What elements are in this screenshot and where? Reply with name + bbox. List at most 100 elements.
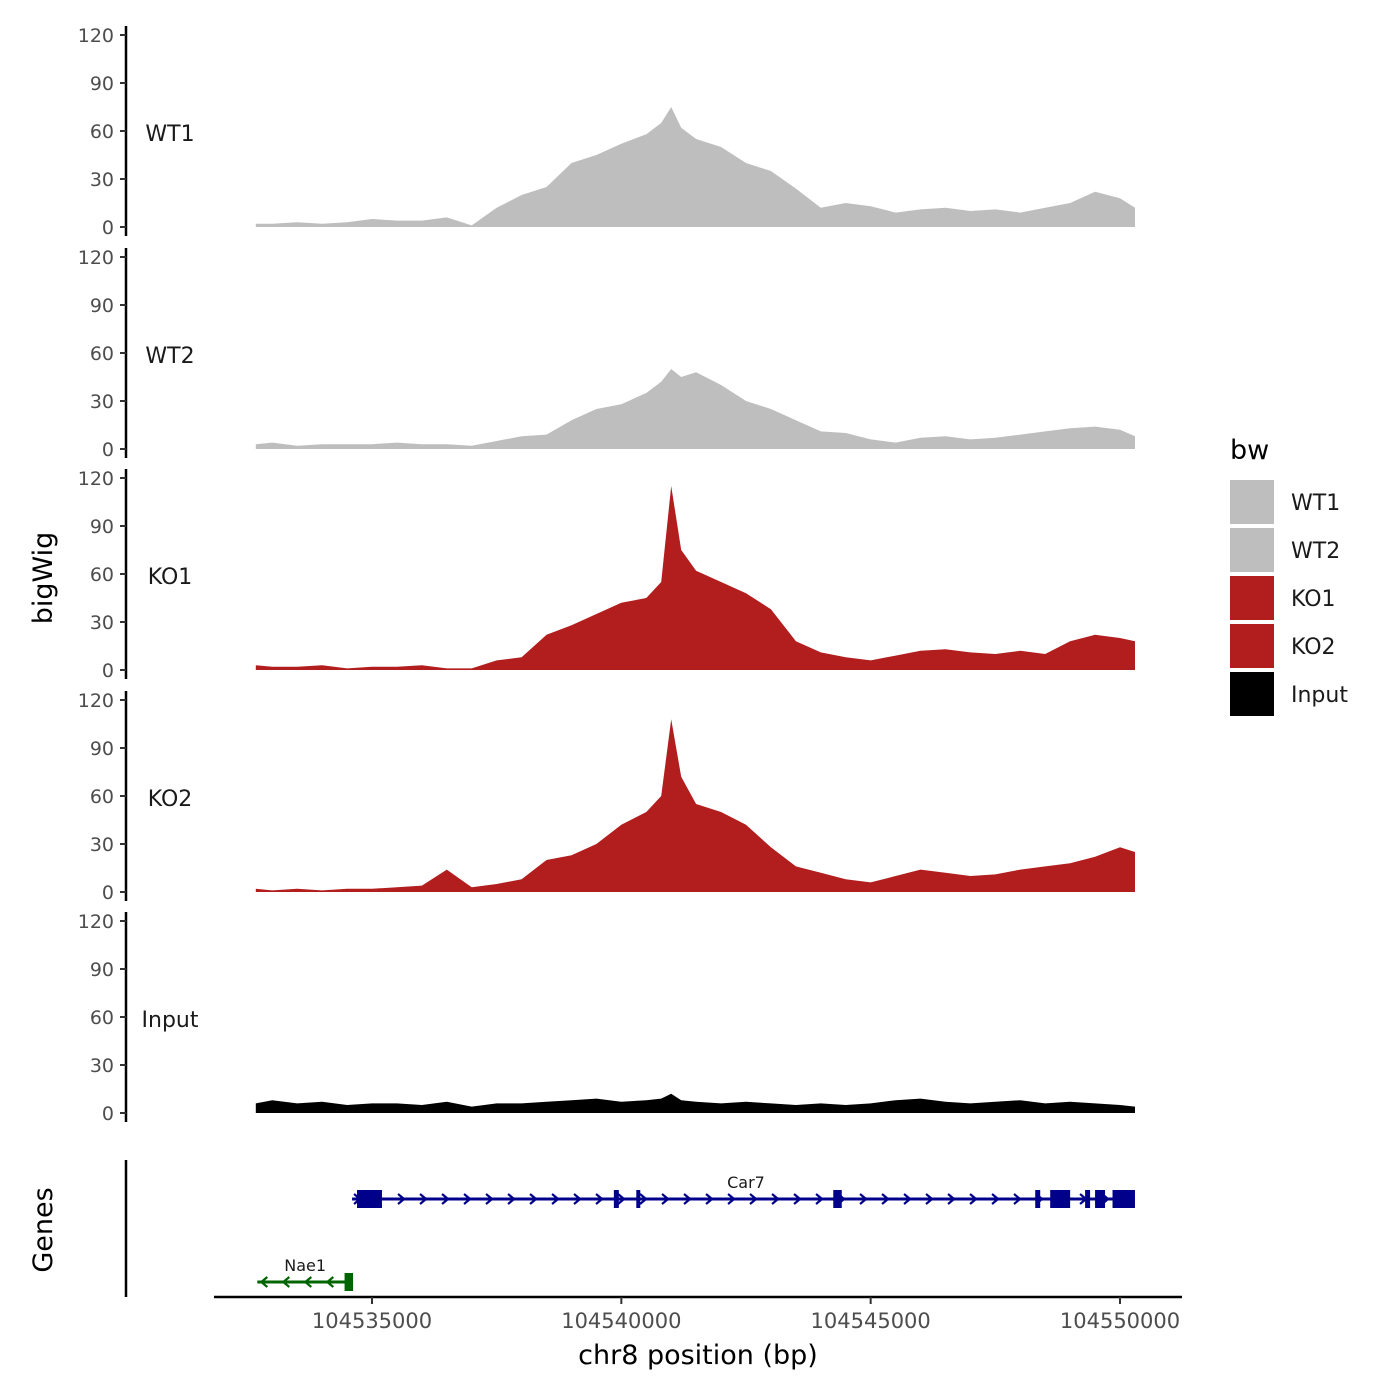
y-tick-label: 0 (102, 882, 114, 904)
track-label: WT1 (145, 122, 194, 147)
y-tick-label: 60 (90, 1007, 114, 1029)
y-tick-label: 30 (90, 612, 114, 634)
legend-label: WT1 (1291, 491, 1340, 516)
track-label: WT2 (145, 344, 194, 369)
strand-arrow (441, 1193, 450, 1205)
legend-item-input: Input (1230, 672, 1348, 716)
strand-arrow (639, 1193, 648, 1205)
gene-exon (1085, 1190, 1091, 1208)
legend: bw WT1 WT2 KO1 KO2 Input (1230, 435, 1348, 716)
strand-arrow (705, 1193, 714, 1205)
legend-label: KO1 (1291, 587, 1336, 612)
strand-arrow (325, 1276, 335, 1288)
y-tick-label: 90 (90, 73, 114, 95)
strand-arrow (507, 1193, 516, 1205)
track-wt2: 0 30 60 90 120 WT2 (78, 247, 1136, 461)
x-axis: 104535000 104540000 104545000 104550000 (214, 1295, 1182, 1333)
strand-arrow (683, 1193, 692, 1205)
strand-arrow (463, 1193, 472, 1205)
track-wt1: 0 30 60 90 120 WT1 (78, 25, 1136, 239)
y-tick-label: 0 (102, 439, 114, 461)
y-tick-label: 30 (90, 834, 114, 856)
y-tick-label: 60 (90, 121, 114, 143)
strand-arrow (573, 1193, 582, 1205)
y-tick-label: 60 (90, 786, 114, 808)
x-axis-title: chr8 position (bp) (578, 1340, 818, 1371)
gene-exon (357, 1190, 382, 1208)
gene-exon (344, 1273, 354, 1291)
track-input: 0 30 60 90 120 Input (78, 911, 1136, 1125)
strand-arrow (969, 1193, 978, 1205)
y-tick-label: 60 (90, 343, 114, 365)
gene-exon (613, 1190, 619, 1208)
legend-swatch (1230, 576, 1274, 620)
strand-arrow (991, 1193, 1000, 1205)
strand-arrow (281, 1276, 291, 1288)
strand-arrow (815, 1193, 824, 1205)
legend-swatch (1230, 480, 1274, 524)
strand-arrow (749, 1193, 758, 1205)
y-tick-label: 0 (102, 1103, 114, 1125)
coverage-area-ko2 (255, 719, 1136, 892)
y-tick-label: 90 (90, 295, 114, 317)
strand-arrow (881, 1193, 890, 1205)
y-tick-label: 30 (90, 169, 114, 191)
legend-item-ko1: KO1 (1230, 576, 1336, 620)
y-tick-label: 90 (90, 738, 114, 760)
legend-item-wt2: WT2 (1230, 528, 1340, 572)
coverage-tracks: 0306090120WT10306090120WT20306090120KO10… (78, 25, 1136, 1125)
strand-arrow (661, 1193, 670, 1205)
strand-arrow (793, 1193, 802, 1205)
y-tick-label: 90 (90, 516, 114, 538)
strand-arrow (771, 1193, 780, 1205)
legend-swatch (1230, 528, 1274, 572)
legend-label: KO2 (1291, 635, 1336, 660)
x-tick-label: 104550000 (1060, 1309, 1180, 1333)
strand-arrow (303, 1276, 313, 1288)
track-label: Input (142, 1008, 199, 1033)
strand-arrow (259, 1276, 269, 1288)
strand-arrow (595, 1193, 604, 1205)
legend-label: Input (1291, 683, 1348, 708)
y-tick-label: 90 (90, 959, 114, 981)
track-label: KO1 (148, 565, 193, 590)
strand-arrow (1013, 1193, 1022, 1205)
legend-item-wt1: WT1 (1230, 480, 1340, 524)
gene-exon (1095, 1190, 1106, 1208)
x-tick-label: 104535000 (312, 1309, 432, 1333)
strand-arrow (551, 1193, 560, 1205)
gene-name-label: Nae1 (284, 1256, 326, 1275)
strand-arrow (485, 1193, 494, 1205)
genes-axis-title: Genes (28, 1187, 59, 1272)
y-tick-label: 30 (90, 391, 114, 413)
strand-arrow (947, 1193, 956, 1205)
strand-arrow (903, 1193, 912, 1205)
coverage-area-wt1 (255, 107, 1136, 227)
strand-arrow (419, 1193, 428, 1205)
coverage-area-wt2 (255, 369, 1136, 449)
coverage-area-input (255, 1093, 1136, 1113)
gene-exon (1035, 1190, 1041, 1208)
strand-arrow (925, 1193, 934, 1205)
y-tick-label: 120 (78, 25, 114, 47)
legend-label: WT2 (1291, 539, 1340, 564)
track-label: KO2 (148, 787, 193, 812)
gene-exon (1112, 1190, 1135, 1208)
legend-swatch (1230, 624, 1274, 668)
x-tick-label: 104545000 (811, 1309, 931, 1333)
strand-arrow (727, 1193, 736, 1205)
gene-name-label: Car7 (727, 1173, 765, 1192)
y-tick-label: 120 (78, 468, 114, 490)
y-tick-label: 60 (90, 564, 114, 586)
gene-nae1: Nae1 (257, 1256, 354, 1291)
legend-item-ko2: KO2 (1230, 624, 1336, 668)
track-ko1: 0 30 60 90 120 KO1 (78, 468, 1136, 682)
strand-arrow (397, 1193, 406, 1205)
strand-arrow (529, 1193, 538, 1205)
track-ko2: 0 30 60 90 120 KO2 (78, 690, 1136, 904)
y-tick-label: 30 (90, 1055, 114, 1077)
coverage-area-ko1 (255, 486, 1136, 670)
legend-title: bw (1230, 435, 1269, 466)
x-tick-label: 104540000 (561, 1309, 681, 1333)
